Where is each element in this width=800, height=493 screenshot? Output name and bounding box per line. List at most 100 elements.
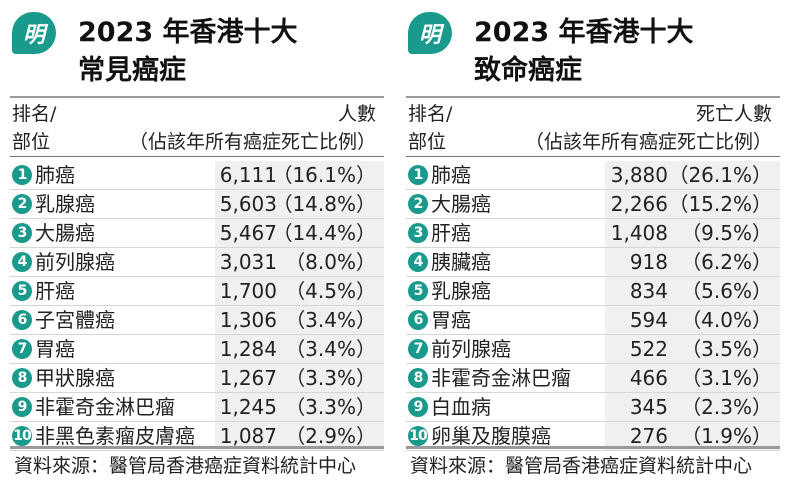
cancer-name: 前列腺癌	[431, 337, 511, 361]
value-cell: 466 （3.1%）	[605, 364, 780, 392]
percentage: （3.5%）	[681, 337, 772, 361]
table-row: 6,111 （16.1%） 1 肺癌	[10, 161, 384, 190]
table-row: 1,245 （3.3%） 9 非霍奇金淋巴瘤	[10, 393, 384, 422]
percentage: （14.8%）	[272, 192, 376, 216]
bottom-divider	[10, 446, 384, 449]
rank-badge: 5	[408, 281, 428, 301]
value-cell: 1,245 （3.3%）	[215, 393, 384, 421]
table-row: 1,408 （9.5%） 3 肝癌	[406, 219, 780, 248]
header-rank-part: 排名/部位	[12, 100, 56, 156]
header-left-line-2: 部位	[408, 131, 447, 153]
count-value: 5,467	[219, 221, 277, 245]
count-value: 918	[629, 250, 668, 274]
percentage: （3.3%）	[285, 395, 376, 419]
rank-badge: 7	[408, 339, 428, 359]
value-cell: 1,284 （3.4%）	[215, 335, 384, 363]
rank-badge: 6	[408, 310, 428, 330]
table-title: 2023 年香港十大 常見癌症	[78, 14, 298, 90]
rank-badge: 8	[12, 368, 32, 388]
source-note: 資料來源：醫管局香港癌症資料統計中心	[410, 455, 753, 477]
count-value: 594	[629, 308, 668, 332]
cancer-name: 前列腺癌	[35, 250, 115, 274]
header-left-line-2: 部位	[12, 131, 51, 153]
ming-pao-logo: 明	[12, 12, 56, 54]
table-body: 3,880 （26.1%） 1 肺癌 2,266 （15.2%） 2 大腸癌 1,408 （9.5…	[406, 161, 780, 451]
count-value: 466	[629, 366, 668, 390]
header-count: 人數 （佔該年所有癌症死亡比例）	[129, 100, 376, 156]
source-note: 資料來源：醫管局香港癌症資料統計中心	[14, 455, 357, 477]
cancer-name: 乳腺癌	[35, 192, 95, 216]
rank-badge: 6	[12, 310, 32, 330]
table-row: 3,031 （8.0%） 4 前列腺癌	[10, 248, 384, 277]
title-line-1: 2023 年香港十大	[78, 17, 298, 48]
value-cell: 6,111 （16.1%）	[215, 161, 384, 189]
value-cell: 5,603 （14.8%）	[215, 190, 384, 218]
common-cancers-panel: 明 2023 年香港十大 常見癌症 排名/部位 人數 （佔該年所有癌症死亡比例） 6,111…	[2, 0, 384, 493]
percentage: （26.1%）	[668, 163, 772, 187]
percentage: （4.5%）	[285, 279, 376, 303]
table-row: 1,700 （4.5%） 5 肝癌	[10, 277, 384, 306]
table-row: 522 （3.5%） 7 前列腺癌	[406, 335, 780, 364]
value-cell: 1,408 （9.5%）	[605, 219, 780, 247]
rank-badge: 1	[12, 165, 32, 185]
value-cell: 594 （4.0%）	[605, 306, 780, 334]
cancer-name: 肝癌	[431, 221, 471, 245]
bottom-divider	[406, 446, 780, 449]
cancer-name: 大腸癌	[431, 192, 491, 216]
count-value: 5,603	[219, 192, 277, 216]
rank-badge: 3	[408, 223, 428, 243]
cancer-name: 白血病	[431, 395, 491, 419]
ming-pao-logo: 明	[408, 12, 452, 54]
table-title: 2023 年香港十大 致命癌症	[474, 14, 694, 90]
cancer-name: 甲狀腺癌	[35, 366, 115, 390]
rank-badge: 4	[12, 252, 32, 272]
header-right-line-2: （佔該年所有癌症死亡比例）	[524, 131, 772, 153]
rank-badge: 8	[408, 368, 428, 388]
table-row: 834 （5.6%） 5 乳腺癌	[406, 277, 780, 306]
table-row: 1,284 （3.4%） 7 胃癌	[10, 335, 384, 364]
rank-badge: 3	[12, 223, 32, 243]
count-value: 1,267	[219, 366, 277, 390]
value-cell: 3,880 （26.1%）	[605, 161, 780, 189]
cancer-name: 乳腺癌	[431, 279, 491, 303]
title-line-2: 常見癌症	[78, 55, 186, 86]
table-row: 466 （3.1%） 8 非霍奇金淋巴瘤	[406, 364, 780, 393]
cancer-name: 非黑色素瘤皮膚癌	[35, 424, 195, 448]
percentage: （15.2%）	[668, 192, 772, 216]
cancer-name: 肺癌	[431, 163, 471, 187]
value-cell: 276 （1.9%）	[605, 422, 780, 450]
cancer-name: 子宮體癌	[35, 308, 115, 332]
header-right-line-1: 人數	[337, 103, 376, 125]
title-line-1: 2023 年香港十大	[474, 17, 694, 48]
count-value: 3,031	[219, 250, 277, 274]
cancer-name: 卵巢及腹膜癌	[431, 424, 551, 448]
header-right-line-2: （佔該年所有癌症死亡比例）	[128, 131, 376, 153]
value-cell: 522 （3.5%）	[605, 335, 780, 363]
header-left-line-1: 排名/	[12, 103, 57, 125]
percentage: （2.9%）	[285, 424, 376, 448]
percentage: （5.6%）	[681, 279, 772, 303]
table-row: 918 （6.2%） 4 胰臟癌	[406, 248, 780, 277]
deadly-cancers-panel: 明 2023 年香港十大 致命癌症 排名/部位 死亡人數 （佔該年所有癌症死亡比例） 3,8…	[398, 0, 780, 493]
percentage: （3.3%）	[285, 366, 376, 390]
rank-badge: 2	[12, 194, 32, 214]
cancer-name: 胰臟癌	[431, 250, 491, 274]
percentage: （6.2%）	[681, 250, 772, 274]
rank-badge: 10	[408, 426, 428, 446]
count-value: 1,087	[219, 424, 277, 448]
cancer-name: 肺癌	[35, 163, 75, 187]
percentage: （14.4%）	[272, 221, 376, 245]
rank-badge: 2	[408, 194, 428, 214]
cancer-name: 胃癌	[431, 308, 471, 332]
table-row: 594 （4.0%） 6 胃癌	[406, 306, 780, 335]
value-cell: 1,267 （3.3%）	[215, 364, 384, 392]
table-row: 5,467 （14.4%） 3 大腸癌	[10, 219, 384, 248]
header-left-line-1: 排名/	[408, 103, 453, 125]
table-row: 5,603 （14.8%） 2 乳腺癌	[10, 190, 384, 219]
value-cell: 5,467 （14.4%）	[215, 219, 384, 247]
count-value: 1,408	[610, 221, 668, 245]
count-value: 834	[629, 279, 668, 303]
count-value: 276	[629, 424, 668, 448]
rank-badge: 10	[12, 426, 32, 446]
header-rank-part: 排名/部位	[408, 100, 452, 156]
